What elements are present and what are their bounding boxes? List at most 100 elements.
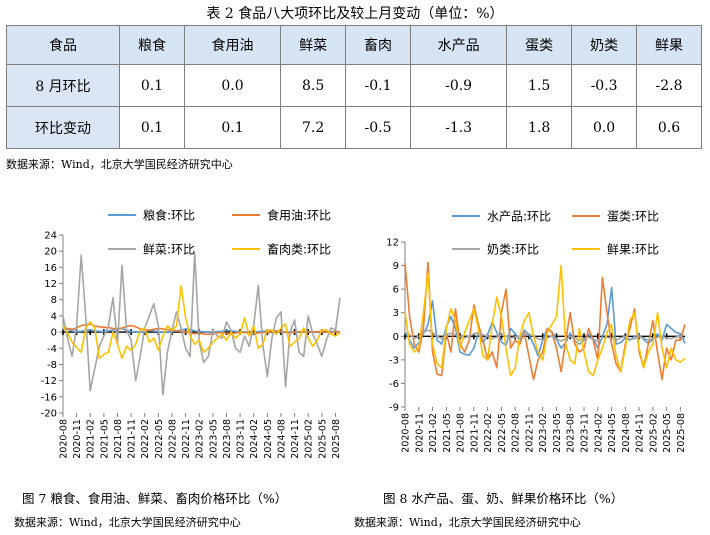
x-tick-label: 2024-05	[607, 413, 618, 453]
x-tick-label: 2022-08	[167, 419, 178, 459]
series-line-4	[62, 284, 341, 360]
y-tick-label: 4	[51, 311, 57, 322]
y-tick-label: 8	[51, 295, 57, 306]
series-line-1	[404, 286, 686, 357]
legend-label: 食用油:环比	[267, 208, 331, 223]
y-tick-label: 3	[393, 308, 399, 319]
x-tick-label: 2022-05	[497, 413, 508, 453]
y-tick-label: 0	[393, 332, 399, 343]
series-line-2	[62, 323, 340, 336]
table-cell: 7.2	[280, 106, 347, 149]
y-tick-label: 24	[44, 231, 57, 242]
row-label: 8 月环比	[6, 64, 120, 107]
y-tick-label: -16	[41, 392, 57, 403]
y-tick-label: 0	[51, 328, 57, 339]
x-tick-label: 2024-08	[276, 419, 287, 459]
table-row: 环比变动 0.1 0.1 7.2 -0.5 -1.3 1.8 0.0 0.6	[6, 106, 702, 149]
table-source: 数据来源：Wind，北京大学国民经济研究中心	[6, 158, 233, 171]
table-cell: 0.0	[183, 64, 282, 107]
x-tick-label: 2020-11	[72, 419, 83, 459]
y-tick-label: 12	[44, 279, 57, 290]
x-tick-label: 2024-05	[263, 419, 274, 459]
x-tick-label: 2023-02	[195, 419, 206, 459]
y-tick-label: -12	[41, 376, 57, 387]
figure8-source: 数据来源：Wind，北京大学国民经济研究中心	[354, 516, 581, 529]
y-tick-label: -4	[47, 344, 57, 355]
y-tick-label: -6	[389, 379, 399, 390]
figure7-caption: 图 7 粮食、食用油、鲜菜、畜肉价格环比（%）	[22, 491, 288, 506]
legend-label: 鲜菜:环比	[143, 243, 195, 257]
header-cell: 粮食	[119, 25, 185, 65]
x-tick-label: 2021-02	[86, 419, 97, 459]
header-cell: 食品	[6, 25, 120, 65]
legend-label: 水产品:环比	[487, 210, 551, 224]
x-tick-label: 2023-02	[538, 413, 549, 453]
series-line-4	[404, 264, 686, 377]
header-cell: 食用油	[183, 25, 282, 65]
x-tick-label: 2025-05	[662, 413, 673, 453]
y-tick-label: 12	[386, 238, 399, 249]
table-cell: 0.1	[119, 106, 185, 149]
y-tick-label: 20	[44, 247, 57, 258]
header-cell: 奶类	[571, 25, 638, 65]
table-cell: 1.8	[506, 106, 573, 149]
table-cell: -0.5	[345, 106, 411, 149]
series-line-3	[62, 252, 341, 396]
x-tick-label: 2020-08	[59, 419, 70, 459]
x-tick-label: 2023-08	[222, 419, 233, 459]
x-tick-label: 2025-05	[317, 419, 328, 459]
x-tick-label: 2021-02	[428, 413, 439, 453]
table-cell: 0.1	[183, 106, 282, 149]
x-tick-label: 2024-02	[249, 419, 260, 459]
header-cell: 鲜果	[636, 25, 702, 65]
row-label: 环比变动	[6, 106, 120, 149]
header-cell: 鲜菜	[280, 25, 347, 65]
legend-label: 鲜果:环比	[607, 243, 659, 257]
table-cell: 0.0	[571, 106, 638, 149]
header-cell: 蛋类	[506, 25, 573, 65]
x-tick-label: 2021-08	[113, 419, 124, 459]
x-tick-label: 2022-02	[483, 413, 494, 453]
food-table: 食品 粮食 食用油 鲜菜 畜肉 水产品 蛋类 奶类 鲜果 8 月环比 0.1 0…	[6, 25, 702, 149]
figure8-caption: 图 8 水产品、蛋、奶、鲜果价格环比（%）	[383, 491, 624, 506]
x-tick-label: 2024-08	[621, 413, 632, 453]
x-tick-label: 2021-05	[442, 413, 453, 453]
x-tick-label: 2022-11	[181, 419, 192, 459]
table-title: 表 2 食品八大项环比及较上月变动（单位：%）	[206, 6, 504, 22]
x-tick-label: 2023-08	[566, 413, 577, 453]
x-tick-label: 2021-05	[99, 419, 110, 459]
x-tick-label: 2024-11	[290, 419, 301, 459]
table-cell: 0.1	[119, 64, 185, 107]
x-tick-label: 2021-11	[127, 419, 138, 459]
x-tick-label: 2023-11	[236, 419, 247, 459]
legend-label: 畜肉类:环比	[267, 242, 331, 257]
x-tick-label: 2024-02	[593, 413, 604, 453]
x-tick-label: 2025-02	[304, 419, 315, 459]
y-tick-label: 16	[44, 263, 57, 274]
table-cell: -0.3	[571, 64, 638, 107]
figure7-source: 数据来源：Wind，北京大学国民经济研究中心	[14, 516, 241, 529]
x-tick-label: 2025-08	[331, 419, 342, 459]
y-tick-label: -20	[41, 409, 57, 420]
x-tick-label: 2021-11	[469, 413, 480, 453]
x-tick-label: 2024-11	[635, 413, 646, 453]
table-cell: 0.6	[636, 106, 702, 149]
table-cell: -0.9	[409, 64, 508, 107]
table-header-row: 食品 粮食 食用油 鲜菜 畜肉 水产品 蛋类 奶类 鲜果	[6, 25, 702, 65]
y-tick-label: 9	[393, 261, 399, 272]
y-tick-label: 6	[393, 285, 399, 296]
table-cell: -0.1	[345, 64, 411, 107]
x-tick-label: 2023-11	[580, 413, 591, 453]
x-tick-label: 2020-08	[401, 413, 412, 453]
legend-label: 蛋类:环比	[607, 210, 659, 224]
y-tick-label: -3	[389, 355, 399, 366]
y-tick-label: -8	[47, 360, 57, 371]
x-tick-label: 2021-08	[456, 413, 467, 453]
x-tick-label: 2023-05	[208, 419, 219, 459]
legend-label: 奶类:环比	[487, 243, 539, 257]
x-tick-label: 2022-08	[511, 413, 522, 453]
x-tick-label: 2022-11	[524, 413, 535, 453]
